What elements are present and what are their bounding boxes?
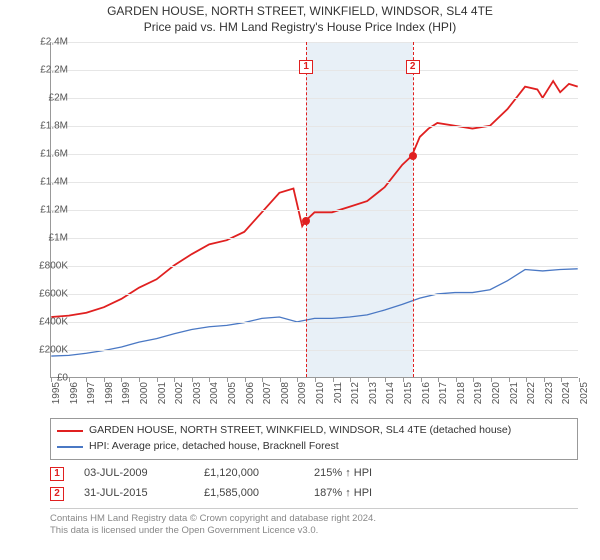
y-tick-label: £1.2M [24,205,68,216]
x-tick-label: 2000 [139,382,150,404]
x-tick-label: 2007 [262,382,273,404]
events-table: 1 03-JUL-2009 £1,120,000 215%HPI 2 31-JU… [50,464,578,504]
x-tick-label: 2011 [333,382,344,404]
y-tick-label: £200K [24,345,68,356]
event-marker-1: 1 [50,467,64,481]
gridline-h [51,322,578,323]
y-tick-label: £2M [24,93,68,104]
x-tick-label: 2002 [174,382,185,404]
event-marker-box: 2 [406,60,420,74]
legend-row-subject: GARDEN HOUSE, NORTH STREET, WINKFIELD, W… [57,423,571,439]
legend-label-subject: GARDEN HOUSE, NORTH STREET, WINKFIELD, W… [89,423,511,439]
x-tick-label: 2023 [544,382,555,404]
x-tick-label: 2017 [438,382,449,404]
x-tick-label: 1997 [86,382,97,404]
event-date-2: 31-JUL-2015 [84,484,184,504]
gridline-h [51,98,578,99]
event-line [413,42,414,377]
y-tick-label: £800K [24,261,68,272]
gridline-h [51,182,578,183]
gridline-h [51,294,578,295]
series-line-hpi [51,269,577,356]
event-line [306,42,307,377]
x-tick-label: 2015 [403,382,414,404]
x-tick-label: 2019 [473,382,484,404]
gridline-h [51,266,578,267]
event-marker-2: 2 [50,487,64,501]
event-pct-2: 187%HPI [314,484,424,504]
x-tick-label: 2016 [421,382,432,404]
gridline-h [51,154,578,155]
x-tick-label: 2010 [315,382,326,404]
event-dot [302,217,310,225]
x-tick-label: 2025 [579,382,590,404]
event-price-1: £1,120,000 [204,464,294,484]
y-tick-label: £2.2M [24,65,68,76]
event-row-2: 2 31-JUL-2015 £1,585,000 187%HPI [50,484,578,504]
x-tick-label: 2021 [509,382,520,404]
event-price-2: £1,585,000 [204,484,294,504]
footer-attribution: Contains HM Land Registry data © Crown c… [50,508,578,538]
x-tick-label: 2006 [245,382,256,404]
x-tick-label: 2018 [456,382,467,404]
x-tick-label: 2001 [157,382,168,404]
footer-line-2: This data is licensed under the Open Gov… [50,525,578,537]
event-dot [409,152,417,160]
title-line-1: GARDEN HOUSE, NORTH STREET, WINKFIELD, W… [0,4,600,20]
event-marker-box: 1 [299,60,313,74]
gridline-h [51,70,578,71]
legend-label-hpi: HPI: Average price, detached house, Brac… [89,439,339,455]
chart-titles: GARDEN HOUSE, NORTH STREET, WINKFIELD, W… [0,0,600,35]
title-line-2: Price paid vs. HM Land Registry's House … [0,20,600,36]
x-tick-label: 2022 [526,382,537,404]
gridline-h [51,42,578,43]
legend-row-hpi: HPI: Average price, detached house, Brac… [57,439,571,455]
event-row-1: 1 03-JUL-2009 £1,120,000 215%HPI [50,464,578,484]
y-tick-label: £2.4M [24,37,68,48]
plot-area: 1995199619971998199920002001200220032004… [50,42,578,378]
gridline-h [51,238,578,239]
y-tick-label: £400K [24,317,68,328]
y-tick-label: £600K [24,289,68,300]
x-tick-label: 2024 [561,382,572,404]
x-tick-label: 1995 [51,382,62,404]
gridline-h [51,210,578,211]
y-tick-label: £1.4M [24,177,68,188]
legend-swatch-subject [57,430,83,432]
footer-line-1: Contains HM Land Registry data © Crown c… [50,513,578,525]
x-tick-label: 1998 [104,382,115,404]
chart-container: GARDEN HOUSE, NORTH STREET, WINKFIELD, W… [0,0,600,560]
legend-box: GARDEN HOUSE, NORTH STREET, WINKFIELD, W… [50,418,578,460]
x-tick-label: 2009 [297,382,308,404]
x-tick-label: 2013 [368,382,379,404]
x-tick-label: 1996 [69,382,80,404]
x-tick-label: 2003 [192,382,203,404]
x-tick-label: 2008 [280,382,291,404]
x-tick-label: 2020 [491,382,502,404]
x-tick-label: 2004 [209,382,220,404]
x-tick-label: 2014 [385,382,396,404]
event-date-1: 03-JUL-2009 [84,464,184,484]
gridline-h [51,126,578,127]
x-tick-label: 1999 [121,382,132,404]
gridline-h [51,350,578,351]
y-tick-label: £1M [24,233,68,244]
series-line-subject [51,81,577,317]
event-pct-1: 215%HPI [314,464,424,484]
y-tick-label: £1.6M [24,149,68,160]
x-tick-label: 2005 [227,382,238,404]
legend-swatch-hpi [57,446,83,448]
x-tick-label: 2012 [350,382,361,404]
y-tick-label: £0 [24,373,68,384]
y-tick-label: £1.8M [24,121,68,132]
